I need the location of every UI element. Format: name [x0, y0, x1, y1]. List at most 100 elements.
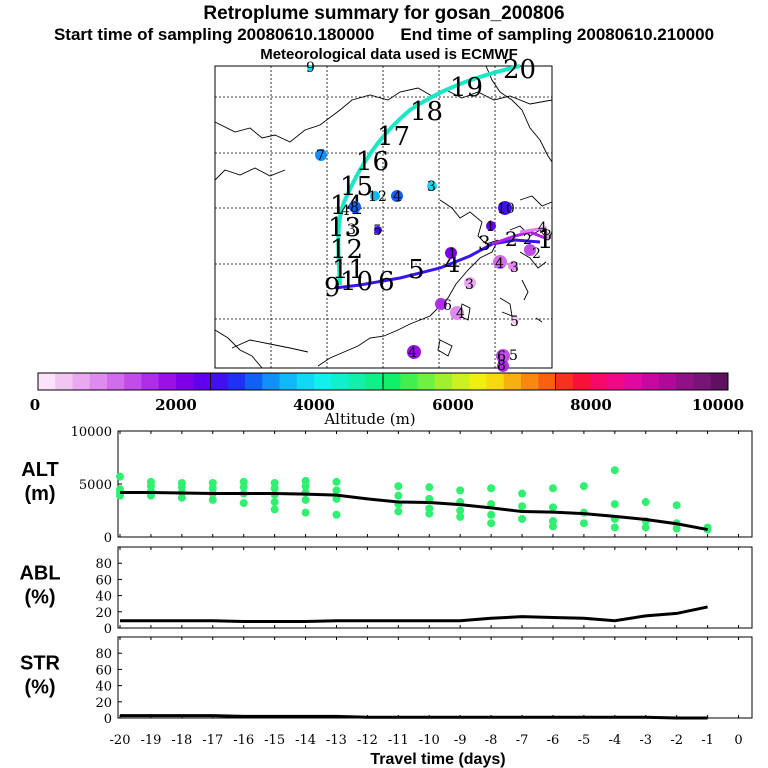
y-tick-label: 40 — [95, 590, 112, 605]
cluster-marker — [407, 345, 421, 359]
traj-num-15: 15 — [340, 172, 373, 202]
cluster-label: 3 — [543, 228, 552, 244]
alt-point — [487, 484, 496, 493]
cluster-label: 1 — [486, 219, 495, 235]
x-tick-label: -10 — [419, 733, 440, 748]
traj-num-9: 9 — [324, 273, 341, 303]
y-tick-label: 60 — [95, 663, 112, 678]
colorbar-cell — [641, 373, 660, 390]
y-tick-label: 80 — [95, 647, 112, 662]
colorbar-cell — [434, 373, 453, 390]
cluster-label: 4 — [341, 203, 350, 219]
alt-point — [579, 519, 588, 528]
x-tick-label: -17 — [202, 733, 223, 748]
traj-num-2: 2 — [505, 227, 518, 251]
x-tick-label: -9 — [454, 733, 467, 748]
colorbar-cell — [365, 373, 384, 390]
cluster-marker — [464, 277, 476, 289]
alt-point — [672, 501, 681, 510]
end-time-label: End time of sampling 20080610.210000 — [400, 25, 715, 44]
y-tick-label: 5000 — [79, 478, 112, 493]
cluster-marker — [370, 191, 380, 201]
panel-ylabel: (m) — [24, 483, 55, 505]
alt-point — [394, 507, 403, 516]
colorbar-cell — [245, 373, 263, 390]
cluster-label: 10 — [497, 201, 515, 217]
alt-mean-line — [120, 490, 708, 532]
alt-point — [487, 510, 496, 519]
colorbar-cell — [296, 373, 315, 390]
x-tick-label: 0 — [734, 733, 742, 748]
cluster-marker — [307, 65, 313, 71]
alt-point — [641, 498, 650, 507]
traj-num-3: 3 — [478, 231, 491, 255]
alt-point — [332, 477, 341, 486]
colorbar-cell — [279, 373, 298, 390]
alt-point — [425, 509, 434, 518]
colorbar-cell — [193, 373, 211, 390]
x-tick-label: -15 — [264, 733, 285, 748]
panel-ylabel: ALT — [21, 459, 58, 481]
x-tick-label: -19 — [140, 733, 161, 748]
y-tick-label: 0 — [104, 622, 112, 637]
traj-num-17: 17 — [377, 122, 410, 152]
cluster-marker — [508, 261, 518, 271]
x-tick-label: -8 — [485, 733, 498, 748]
x-tick-label: -20 — [110, 733, 131, 748]
colorbar-cell — [659, 373, 677, 390]
trajectory-start — [519, 226, 550, 241]
colorbar-cell — [710, 373, 729, 390]
alt-point — [641, 523, 650, 532]
str-line — [120, 714, 708, 720]
x-tick-label: -5 — [578, 733, 591, 748]
x-tick-label: -1 — [701, 733, 714, 748]
panel-ylabel: (%) — [24, 677, 55, 699]
colorbar: 0 2000 4000 6000 8000 10000 Altitude (m) — [30, 372, 744, 428]
alt-point — [610, 523, 619, 532]
alt-point — [672, 524, 681, 533]
colorbar-cell — [158, 373, 177, 390]
cluster-label: 1 — [448, 246, 457, 262]
cluster-label: 2 — [523, 232, 532, 248]
alt-point — [177, 493, 186, 502]
alt-point — [548, 522, 557, 531]
x-tick-label: -13 — [326, 733, 347, 748]
cluster-label: 9 — [306, 60, 315, 76]
map-gridlines — [215, 66, 552, 368]
y-tick-label: 10000 — [71, 425, 112, 440]
cluster-label: 4 — [538, 220, 547, 236]
traj-num-16: 16 — [356, 147, 389, 177]
x-tick-label: -12 — [357, 733, 378, 748]
colorbar-cell — [72, 373, 91, 390]
alt-point — [456, 486, 465, 495]
traj-num-6: 6 — [378, 267, 395, 297]
x-tick-label: -4 — [608, 733, 621, 748]
colorbar-tick: 0 — [30, 396, 40, 414]
cluster-label: 8 — [350, 200, 359, 216]
cluster-marker — [496, 349, 510, 363]
colorbar-cell — [89, 373, 108, 390]
alt-point — [487, 519, 496, 528]
alt-point — [456, 512, 465, 521]
traj-num-10: 10 — [340, 267, 373, 297]
colorbar-cell — [555, 373, 574, 390]
alt-point — [518, 514, 527, 523]
colorbar-cell — [176, 373, 194, 390]
cluster-label: 4 — [456, 306, 465, 322]
x-axis-label: Travel time (days) — [370, 751, 505, 768]
x-tick-label: -16 — [233, 733, 254, 748]
colorbar-cell — [55, 373, 73, 390]
colorbar-cell — [314, 373, 332, 390]
cluster-label: 2 — [532, 246, 541, 262]
x-tick-label: -2 — [670, 733, 683, 748]
chart-title: Retroplume summary for gosan_200806 — [203, 3, 565, 24]
colorbar-tick: 2000 — [155, 396, 197, 414]
cluster-marker — [391, 190, 403, 202]
cluster-label: 2 — [378, 189, 387, 205]
cluster-labels: 9 7 8 3 4 2 1 4 5 3 10 1 2 3 4 5 4 3 2 1… — [306, 60, 552, 374]
colorbar-cell — [486, 373, 505, 390]
x-tick-label: -11 — [388, 733, 409, 748]
trajectory-recent — [491, 230, 546, 246]
